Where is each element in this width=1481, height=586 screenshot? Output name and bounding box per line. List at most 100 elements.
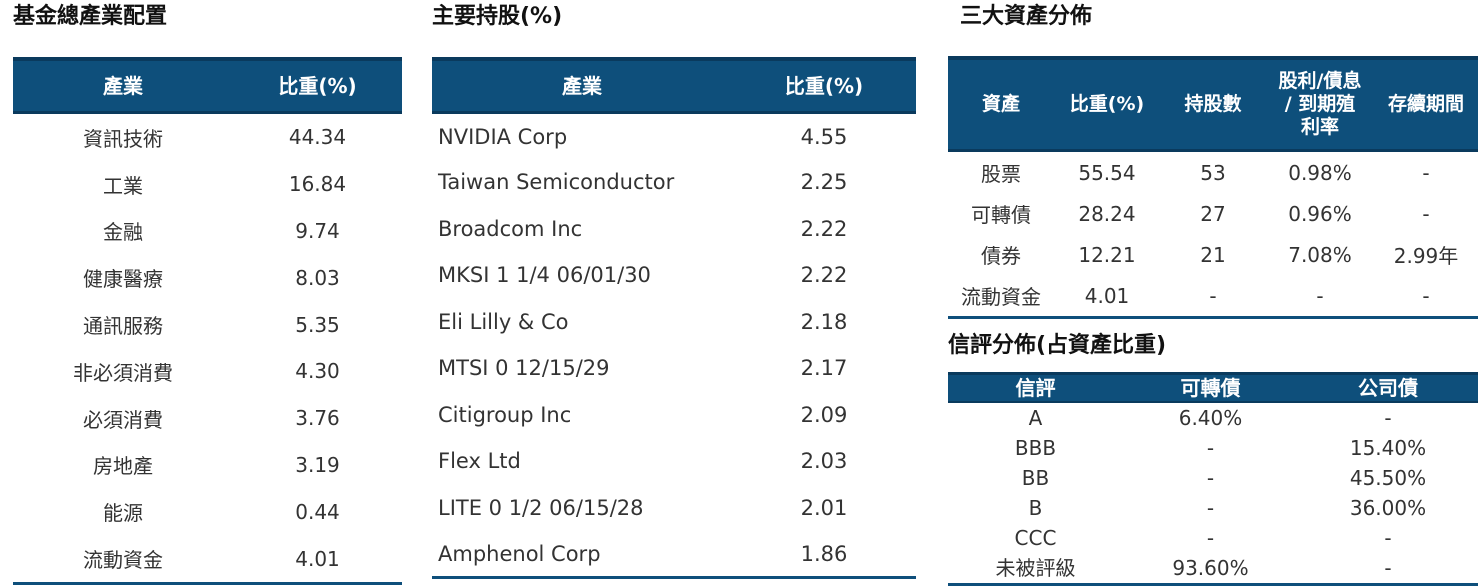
- assets-row-cell: 27: [1200, 201, 1226, 226]
- industry-header-sector: 產業: [13, 57, 233, 114]
- assets-row-cell: -: [1266, 275, 1374, 319]
- holdings-row: Citigroup Inc 2.09: [432, 392, 916, 439]
- assets-row-cell: 7.08%: [1288, 242, 1352, 267]
- industry-row: 非必須消費 4.30: [13, 348, 402, 395]
- holdings-header-weight: 比重(%): [732, 57, 916, 114]
- holdings-row-cell: 2.22: [800, 263, 848, 288]
- holdings-row-cell: NVIDIA Corp: [438, 124, 568, 149]
- rating-row-cell: -: [1298, 553, 1478, 586]
- holdings-row: MTSI 0 12/15/29 2.17: [432, 345, 916, 392]
- holdings-row: Broadcom Inc 2.22: [432, 206, 916, 253]
- industry-row: 資訊技術 44.34: [13, 113, 402, 161]
- industry-row-cell: 健康醫療: [83, 267, 163, 292]
- holdings-title: 主要持股(%): [432, 4, 563, 29]
- industry-row-cell: 資訊技術: [83, 126, 163, 151]
- rating-row: BBB - 15.40%: [948, 433, 1478, 463]
- assets-row-cell: 可轉債: [971, 203, 1031, 227]
- rating-title: 信評分佈(占資產比重): [948, 333, 1167, 358]
- industry-row-cell: 44.34: [288, 125, 347, 150]
- holdings-row-cell: MTSI 0 12/15/29: [438, 356, 610, 381]
- holdings-row-cell: Broadcom Inc: [438, 216, 583, 241]
- rating-row-cell: CCC: [1014, 526, 1057, 550]
- assets-row-cell: 53: [1200, 160, 1226, 185]
- holdings-row-cell: Flex Ltd: [438, 449, 521, 474]
- rating-row: CCC - -: [948, 523, 1478, 553]
- rating-row-cell: 45.50%: [1349, 466, 1427, 490]
- assets-row: 股票 55.54 53 0.98% -: [948, 151, 1478, 194]
- assets-row-cell: 債券: [981, 244, 1021, 268]
- rating-row-cell: 未被評級: [948, 553, 1123, 586]
- holdings-row: MKSI 1 1/4 06/01/30 2.22: [432, 252, 916, 299]
- industry-table: 產業 比重(%) 資訊技術 44.34 工業 16.84 金融 9.74 健康醫療 8.03 通…: [13, 57, 402, 585]
- rating-header-grade: 信評: [948, 372, 1123, 403]
- assets-row-cell: 21: [1200, 242, 1226, 267]
- industry-row: 流動資金 4.01: [13, 535, 402, 585]
- holdings-row-cell: Amphenol Corp: [432, 531, 732, 579]
- holdings-row-cell: 2.25: [800, 170, 848, 195]
- industry-row-cell: 16.84: [288, 172, 347, 197]
- rating-row-cell: 36.00%: [1349, 496, 1427, 520]
- industry-row-cell: 0.44: [295, 499, 340, 524]
- holdings-row: Amphenol Corp 1.86: [432, 531, 916, 579]
- assets-row: 可轉債 28.24 27 0.96% -: [948, 193, 1478, 234]
- rating-row-cell: A: [1028, 406, 1043, 430]
- holdings-row-cell: 2.17: [800, 356, 848, 381]
- assets-row-cell: 28.24: [1078, 201, 1136, 226]
- industry-row: 健康醫療 8.03: [13, 254, 402, 301]
- industry-row-cell: 8.03: [295, 265, 340, 290]
- industry-row-cell: 流動資金: [13, 535, 233, 585]
- rating-row-cell: -: [1384, 406, 1392, 430]
- holdings-row-cell: 1.86: [732, 531, 916, 579]
- industry-row: 房地產 3.19: [13, 442, 402, 489]
- assets-table: 資產 比重(%) 持股數 股利/債息 / 到期殖 利率 存續期間 股票 55.54…: [948, 56, 1478, 319]
- holdings-row-cell: 2.22: [800, 216, 848, 241]
- rating-row: A 6.40% -: [948, 402, 1478, 433]
- rating-table: 信評 可轉債 公司債 A 6.40% - BBB - 15.40% BB - 45.50% B - 3…: [948, 372, 1478, 586]
- holdings-row-cell: 2.03: [800, 449, 848, 474]
- holdings-row: Eli Lilly & Co 2.18: [432, 299, 916, 346]
- holdings-row: LITE 0 1/2 06/15/28 2.01: [432, 485, 916, 532]
- industry-row-cell: 房地產: [93, 454, 153, 479]
- rating-row-cell: -: [1384, 526, 1392, 550]
- rating-row-cell: -: [1206, 466, 1215, 490]
- assets-row-cell: 流動資金: [948, 275, 1054, 319]
- assets-row-cell: 4.01: [1054, 275, 1160, 319]
- rating-row-cell: -: [1206, 526, 1215, 550]
- assets-header-yield: 股利/債息 / 到期殖 利率: [1266, 56, 1374, 152]
- rating-header-convertible: 可轉債: [1123, 372, 1298, 403]
- assets-row: 債券 12.21 21 7.08% 2.99年: [948, 234, 1478, 275]
- holdings-row-cell: 4.55: [800, 124, 848, 149]
- industry-row-cell: 4.01: [233, 535, 402, 585]
- assets-header-holdings-count: 持股數: [1160, 56, 1266, 152]
- assets-row-cell: 0.96%: [1288, 201, 1352, 226]
- industry-row-cell: 金融: [103, 220, 143, 245]
- holdings-row-cell: LITE 0 1/2 06/15/28: [438, 495, 644, 520]
- rating-row-cell: 15.40%: [1349, 436, 1427, 460]
- assets-row-cell: -: [1422, 201, 1430, 226]
- holdings-row-cell: Citigroup Inc: [438, 402, 572, 427]
- rating-row-cell: BBB: [1014, 436, 1057, 460]
- industry-row-cell: 5.35: [295, 312, 340, 337]
- rating-row-cell: B: [1028, 496, 1043, 520]
- industry-row-cell: 能源: [103, 501, 143, 526]
- assets-row-cell: 股票: [981, 162, 1021, 186]
- assets-title: 三大資產分佈: [960, 4, 1093, 29]
- industry-row: 能源 0.44: [13, 488, 402, 535]
- industry-row-cell: 工業: [103, 173, 143, 198]
- assets-row-cell: 2.99年: [1393, 244, 1459, 268]
- industry-row: 工業 16.84: [13, 161, 402, 208]
- industry-row-cell: 3.19: [295, 452, 340, 477]
- industry-row-cell: 4.30: [295, 359, 340, 384]
- holdings-row-cell: Eli Lilly & Co: [438, 309, 569, 334]
- rating-row-cell: 6.40%: [1178, 406, 1243, 430]
- assets-row-cell: 55.54: [1078, 160, 1136, 185]
- assets-header-weight: 比重(%): [1054, 56, 1160, 152]
- assets-row-cell: -: [1374, 275, 1478, 319]
- industry-row: 金融 9.74: [13, 208, 402, 255]
- industry-row-cell: 3.76: [295, 406, 340, 431]
- rating-row: B - 36.00%: [948, 493, 1478, 523]
- industry-row: 通訊服務 5.35: [13, 301, 402, 348]
- industry-row-cell: 通訊服務: [83, 314, 163, 339]
- holdings-header-name: 產業: [432, 57, 732, 114]
- rating-row: 未被評級 93.60% -: [948, 553, 1478, 586]
